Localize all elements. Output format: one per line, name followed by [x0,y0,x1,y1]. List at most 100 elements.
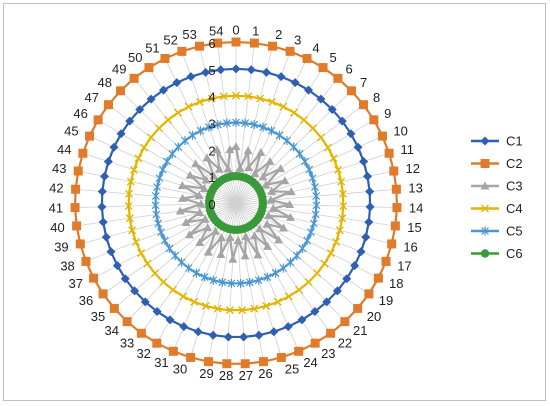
data-point [203,223,213,232]
data-point [212,145,222,154]
data-point [216,249,226,258]
category-label: 3 [294,33,301,48]
data-point [195,97,204,106]
data-point [365,187,375,197]
data-point [350,261,360,271]
data-point [266,195,276,204]
data-point [480,159,490,168]
data-point [356,247,366,257]
data-point [98,217,108,227]
data-point [310,182,319,192]
data-point [244,92,253,101]
data-point [137,249,146,258]
data-point [143,259,152,268]
data-point [81,256,91,266]
data-point [192,268,201,278]
data-point [256,147,266,156]
data-point [278,223,288,232]
data-point [209,275,218,285]
data-point [308,124,317,133]
category-label: 35 [91,309,105,324]
category-label: 27 [239,368,253,383]
data-point [241,118,250,128]
data-point [98,289,108,299]
data-point [250,169,260,178]
legend-label: C1 [506,134,523,149]
series-c1 [97,64,375,342]
data-point [253,250,263,259]
data-point [276,352,286,362]
data-point [225,232,235,241]
category-label: 26 [258,366,272,381]
category-label: 1 [252,24,259,39]
data-point [70,203,80,213]
data-point [377,131,387,141]
data-point [337,177,346,186]
data-point [216,233,226,242]
category-label: 44 [57,142,71,157]
data-point [179,292,188,301]
data-point [124,202,133,211]
data-point [285,46,295,56]
data-point [152,338,162,348]
data-point [85,131,95,141]
data-point [223,164,233,173]
data-point [289,142,298,152]
data-point [263,272,272,282]
data-point [302,54,312,64]
category-label: 31 [154,355,168,370]
data-point [223,332,233,342]
data-point [200,214,210,223]
data-point [116,86,126,96]
category-label: 45 [64,124,78,139]
data-point [155,173,164,183]
data-point [310,307,320,317]
data-point [214,164,224,173]
legend-label: C3 [506,179,523,194]
category-label: 41 [49,200,63,215]
legend-item-c5: C5 [471,224,523,239]
category-label: 11 [401,142,415,157]
data-point [294,346,304,356]
category-label: 40 [50,220,64,235]
data-point [392,203,402,213]
data-point [267,126,276,136]
data-point [312,191,321,201]
data-point [153,182,162,192]
data-point [181,217,191,226]
data-point [213,304,222,313]
legend-label: C4 [506,201,523,216]
data-point [240,359,250,369]
data-point [201,301,210,310]
data-point [361,232,371,242]
data-point [128,226,137,235]
data-point [303,236,312,246]
data-point [200,272,209,282]
category-label: 7 [360,75,367,90]
data-point [125,189,134,198]
legend-item-c4: C4 [471,201,523,216]
data-point [231,64,241,74]
data-point [228,172,238,181]
data-point [323,143,332,152]
legend-label: C5 [506,224,523,239]
data-point [210,226,220,235]
data-point [358,100,368,110]
data-point [195,41,205,51]
tick-label: 1 [208,170,215,185]
data-point [194,191,204,200]
data-point [373,273,383,283]
data-point [262,301,271,310]
data-point [276,72,286,82]
data-point [202,153,212,162]
data-point [178,193,188,202]
data-point [346,86,356,96]
tick-label: 2 [208,143,215,158]
data-point [209,171,219,180]
category-label: 14 [409,200,423,215]
category-label: 33 [120,335,134,350]
category-label: 20 [367,309,381,324]
category-label: 19 [379,293,393,308]
data-point [179,322,189,332]
data-point [201,67,211,77]
